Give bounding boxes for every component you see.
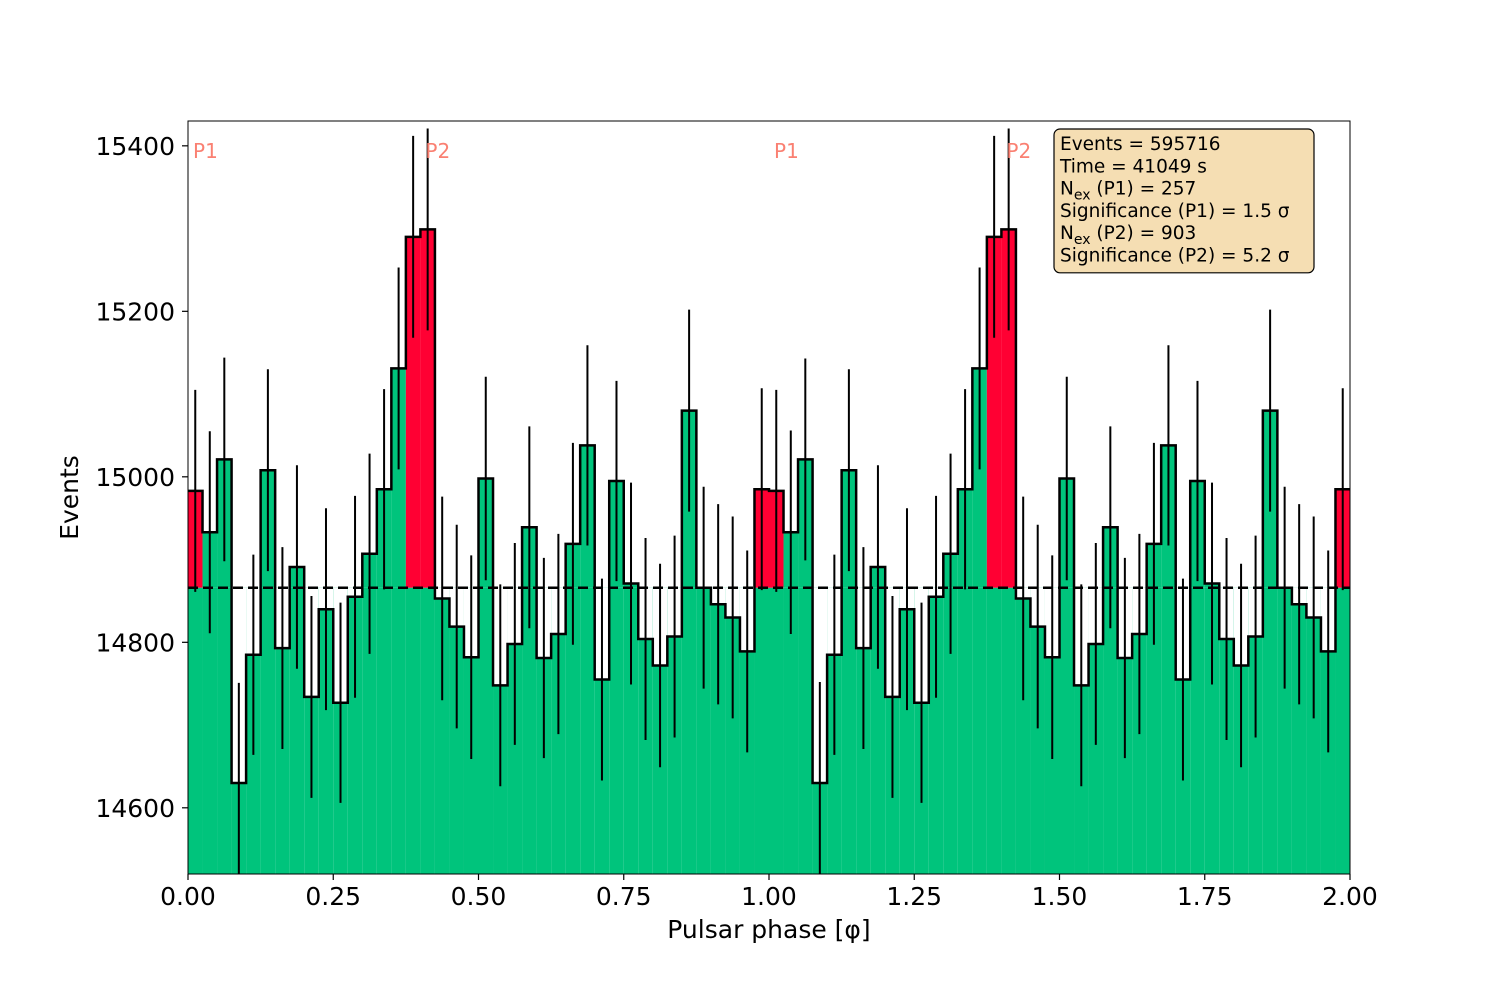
histogram-bar-base (681, 587, 697, 874)
x-tick-label: 0.25 (305, 882, 361, 911)
histogram-bar-base (696, 587, 711, 874)
stats-line: Time = 41049 s (1059, 156, 1207, 177)
x-tick-label: 0.75 (596, 882, 652, 911)
y-axis: 14600 14800 15000 15200 15400 (95, 132, 188, 823)
x-tick-label: 1.75 (1177, 882, 1233, 911)
histogram-bar-base (217, 587, 232, 874)
histogram-bar-base (202, 587, 218, 874)
x-tick-label: 1.25 (886, 882, 942, 911)
histogram-bar-base (478, 587, 494, 874)
x-tick-label: 0.50 (451, 882, 507, 911)
histogram-bar-base (1204, 587, 1220, 874)
histogram-bar-base (347, 587, 363, 874)
y-tick-label: 15000 (95, 463, 175, 492)
histogram-bar-base (928, 587, 944, 874)
x-tick-label: 2.00 (1322, 882, 1378, 911)
histogram-bar-base (449, 587, 464, 874)
peak-label: P1 (774, 139, 799, 163)
histogram-bar-base (957, 587, 973, 874)
histogram-bar-base (1262, 587, 1278, 874)
peak-label: P1 (193, 139, 218, 163)
peak-label: P2 (1006, 139, 1031, 163)
histogram-bar-base (609, 587, 624, 874)
histogram-bar-base (725, 587, 740, 874)
histogram-bar-base (1306, 587, 1321, 874)
histogram-bar-base (1059, 587, 1075, 874)
histogram-bar-base (565, 587, 581, 874)
y-tick-label: 14800 (95, 628, 175, 657)
histogram-bar-base (289, 587, 305, 874)
histogram-bar-excess (391, 368, 406, 588)
histogram-bar-base (1030, 587, 1045, 874)
histogram-bar-onpulse (1001, 229, 1016, 588)
histogram-bar-base (710, 587, 726, 874)
histogram-bar-onpulse (986, 236, 1002, 588)
histogram-bar-base (376, 587, 392, 874)
histogram-bar-base (1103, 587, 1118, 874)
histogram-bar-base (405, 587, 421, 874)
histogram-bar-base (420, 587, 435, 874)
peak-label: P2 (425, 139, 450, 163)
y-tick-label: 15400 (95, 132, 175, 161)
histogram-bar-base (318, 587, 334, 874)
stats-box-background (1053, 128, 1315, 274)
histogram-bar-base (580, 587, 595, 874)
histogram-bar-base (522, 587, 537, 874)
stats-line: Nex (P2) = 903 (1060, 223, 1196, 248)
histogram-bar-base (1015, 587, 1031, 874)
y-axis-label: Events (55, 455, 84, 540)
histogram-bar-base (391, 587, 406, 874)
stats-line: Significance (P1) = 1.5 σ (1060, 201, 1290, 222)
histogram-bar-base (362, 587, 377, 874)
histogram-bar-excess (972, 368, 987, 588)
histogram-bar-base (986, 587, 1002, 874)
x-axis: 0.00 0.25 0.50 0.75 1.00 1.25 1.50 1.75 2.00 (160, 874, 1378, 911)
histogram-bar-onpulse (405, 236, 421, 588)
histogram-bar-base (1190, 587, 1205, 874)
histogram-bar-base (899, 587, 915, 874)
histogram-bar-base (1277, 587, 1292, 874)
stats-line: Nex (P1) = 257 (1060, 179, 1196, 204)
y-tick-label: 14600 (95, 794, 175, 823)
x-tick-label: 1.50 (1032, 882, 1088, 911)
y-tick-label: 15200 (95, 297, 175, 326)
histogram-bar-base (841, 587, 857, 874)
stats-line: Significance (P2) = 5.2 σ (1060, 246, 1290, 267)
histogram-bar-base (769, 587, 784, 874)
histogram-bar-onpulse (420, 229, 435, 588)
stats-line: Events = 595716 (1060, 134, 1221, 155)
histogram-bar-base (783, 587, 799, 874)
histogram-bar-base (943, 587, 958, 874)
histogram-bar-base (1146, 587, 1162, 874)
histogram-bar-base (434, 587, 450, 874)
histogram-bar-base (188, 587, 203, 874)
histogram-bar-base (1001, 587, 1016, 874)
histogram-bar-base (260, 587, 276, 874)
x-axis-label: Pulsar phase [φ] (667, 915, 870, 944)
histogram-bar-base (870, 587, 886, 874)
histogram-bar-base (798, 587, 813, 874)
histogram-bar-base (1161, 587, 1176, 874)
histogram-bar-base (1335, 587, 1350, 874)
x-tick-label: 0.00 (160, 882, 216, 911)
histogram-bar-base (754, 587, 769, 874)
histogram-bar-base (623, 587, 639, 874)
x-tick-label: 1.00 (741, 882, 797, 911)
error-bars (194, 128, 1344, 874)
histogram-bar-base (1291, 587, 1307, 874)
peak-labels: P1 P2 P1 P2 (193, 139, 1031, 163)
histogram-bar-base (972, 587, 987, 874)
